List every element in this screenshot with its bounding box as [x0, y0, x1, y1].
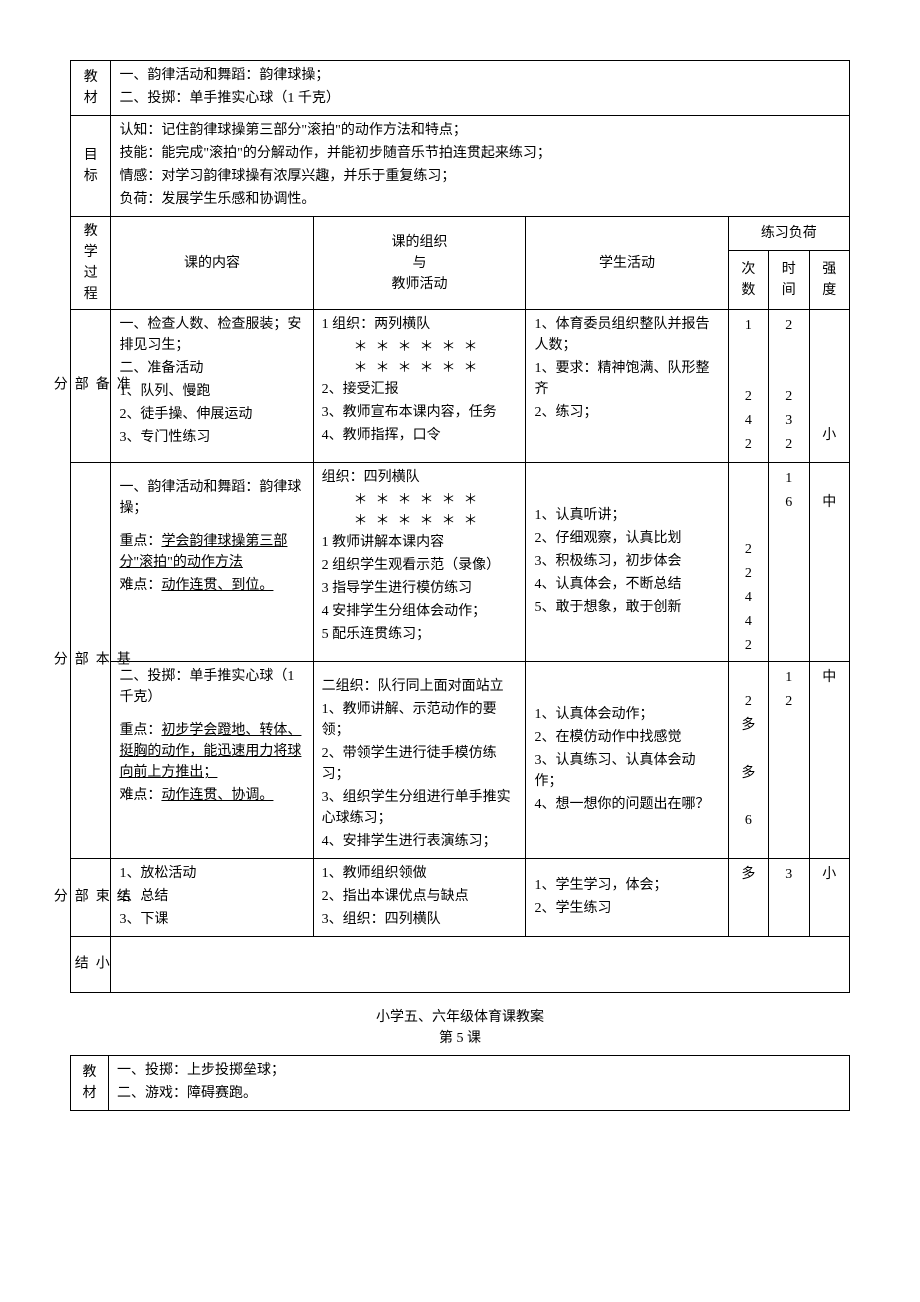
basic2-cishu: 2 多 多 6: [728, 662, 768, 859]
basic1-student: 1、认真听讲； 2、仔细观察，认真比划 3、积极练习，初步体会 4、认真体会，不…: [526, 463, 728, 662]
summary-label: 小 结: [71, 937, 111, 993]
hdr-qiangdu: 强 度: [809, 251, 849, 310]
end-org: 1、教师组织领做 2、指出本课优点与缺点 3、组织：四列横队: [313, 859, 526, 937]
basic1-shijian: 1 6: [769, 463, 809, 662]
end-student: 1、学生学习，体会； 2、学生练习: [526, 859, 728, 937]
prep-cishu: 1 2 4 2: [728, 310, 768, 463]
basic2-student: 1、认真体会动作； 2、在模仿动作中找感觉 3、认真练习、认真体会动作； 4、想…: [526, 662, 728, 859]
basic1-content: 一、韵律活动和舞蹈：韵律球操； 重点：学会韵律球操第三部分"滚拍"的动作方法 难…: [111, 463, 313, 662]
hdr-jiaoxue: 教学 过程: [71, 217, 111, 310]
hdr-shijian: 时 间: [769, 251, 809, 310]
jiaocai-label: 教 材: [71, 61, 111, 116]
hdr-cishu: 次 数: [728, 251, 768, 310]
basic-row-2: 二、投掷：单手推实心球（1 千克） 重点：初步学会蹬地、转体、挺胸的动作，能迅速…: [71, 662, 850, 859]
jiaocai-content: 一、韵律活动和舞蹈：韵律球操； 二、投掷：单手推实心球（1 千克）: [111, 61, 850, 116]
end-label: 结 束 部 分: [71, 859, 111, 937]
end-shijian: 3: [769, 859, 809, 937]
lesson-plan-table-2: 教 材 一、投掷：上步投掷垒球； 二、游戏：障碍赛跑。: [70, 1055, 850, 1111]
prep-label: 准 备 部 分: [71, 310, 111, 463]
prep-row: 准 备 部 分 一、检查人数、检查服装；安排见习生； 二、准备活动 1、队列、慢…: [71, 310, 850, 463]
prep-shijian: 2 2 3 2: [769, 310, 809, 463]
basic2-qiangdu: 中: [809, 662, 849, 859]
basic1-cishu: 2 2 4 4 2: [728, 463, 768, 662]
prep-student: 1、体育委员组织整队并报告人数； 1、要求：精神饱满、队形整齐 2、练习；: [526, 310, 728, 463]
basic-label: 基 本 部 分: [71, 463, 111, 859]
prep-qiangdu: 小: [809, 310, 849, 463]
lesson-plan-table-1: 教 材 一、韵律活动和舞蹈：韵律球操； 二、投掷：单手推实心球（1 千克） 目 …: [70, 60, 850, 993]
end-row: 结 束 部 分 1、放松活动 2、总结 3、下课 1、教师组织领做 2、指出本课…: [71, 859, 850, 937]
hdr-neirong: 课的内容: [111, 217, 313, 310]
basic1-org: 组织：四列横队 ＊＊＊＊＊＊ ＊＊＊＊＊＊ 1 教师讲解本课内容 2 组织学生观…: [313, 463, 526, 662]
end-cishu: 多: [728, 859, 768, 937]
jiaocai-row: 教 材 一、韵律活动和舞蹈：韵律球操； 二、投掷：单手推实心球（1 千克）: [71, 61, 850, 116]
mubiao-label: 目 标: [71, 116, 111, 217]
basic2-content: 二、投掷：单手推实心球（1 千克） 重点：初步学会蹬地、转体、挺胸的动作，能迅速…: [111, 662, 313, 859]
hdr-zuzhi: 课的组织 与 教师活动: [313, 217, 526, 310]
end-content: 1、放松活动 2、总结 3、下课: [111, 859, 313, 937]
basic-row-1: 基 本 部 分 一、韵律活动和舞蹈：韵律球操； 重点：学会韵律球操第三部分"滚拍…: [71, 463, 850, 662]
summary-row: 小 结: [71, 937, 850, 993]
lesson2-jiaocai-content: 一、投掷：上步投掷垒球； 二、游戏：障碍赛跑。: [109, 1056, 850, 1111]
summary-content: [111, 937, 850, 993]
lesson2-jiaocai-label: 教 材: [71, 1056, 109, 1111]
prep-org: 1 组织：两列横队 ＊＊＊＊＊＊ ＊＊＊＊＊＊ 2、接受汇报 3、教师宣布本课内…: [313, 310, 526, 463]
lesson2-jiaocai-row: 教 材 一、投掷：上步投掷垒球； 二、游戏：障碍赛跑。: [71, 1056, 850, 1111]
end-qiangdu: 小: [809, 859, 849, 937]
mubiao-row: 目 标 认知：记住韵律球操第三部分"滚拍"的动作方法和特点； 技能：能完成"滚拍…: [71, 116, 850, 217]
prep-content: 一、检查人数、检查服装；安排见习生； 二、准备活动 1、队列、慢跑 2、徒手操、…: [111, 310, 313, 463]
hdr-student: 学生活动: [526, 217, 728, 310]
footer-title-block: 小学五、六年级体育课教案 第 5 课: [70, 1007, 850, 1049]
footer-title-2: 第 5 课: [70, 1028, 850, 1049]
hdr-fuhe: 练习负荷: [728, 217, 849, 251]
footer-title-1: 小学五、六年级体育课教案: [70, 1007, 850, 1028]
basic2-org: 二组织：队行同上面对面站立 1、教师讲解、示范动作的要领； 2、带领学生进行徒手…: [313, 662, 526, 859]
basic2-shijian: 1 2: [769, 662, 809, 859]
basic1-qiangdu: 中: [809, 463, 849, 662]
header-row-1: 教学 过程 课的内容 课的组织 与 教师活动 学生活动 练习负荷: [71, 217, 850, 251]
mubiao-content: 认知：记住韵律球操第三部分"滚拍"的动作方法和特点； 技能：能完成"滚拍"的分解…: [111, 116, 850, 217]
